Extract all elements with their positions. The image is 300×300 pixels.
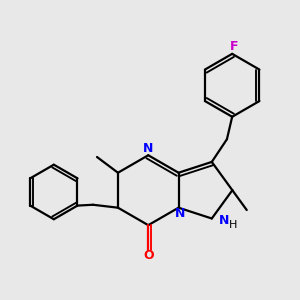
Text: F: F xyxy=(230,40,238,52)
Text: N: N xyxy=(175,208,185,220)
Text: H: H xyxy=(229,220,237,230)
Text: N: N xyxy=(219,214,229,227)
Text: N: N xyxy=(143,142,153,155)
Text: O: O xyxy=(143,250,154,262)
